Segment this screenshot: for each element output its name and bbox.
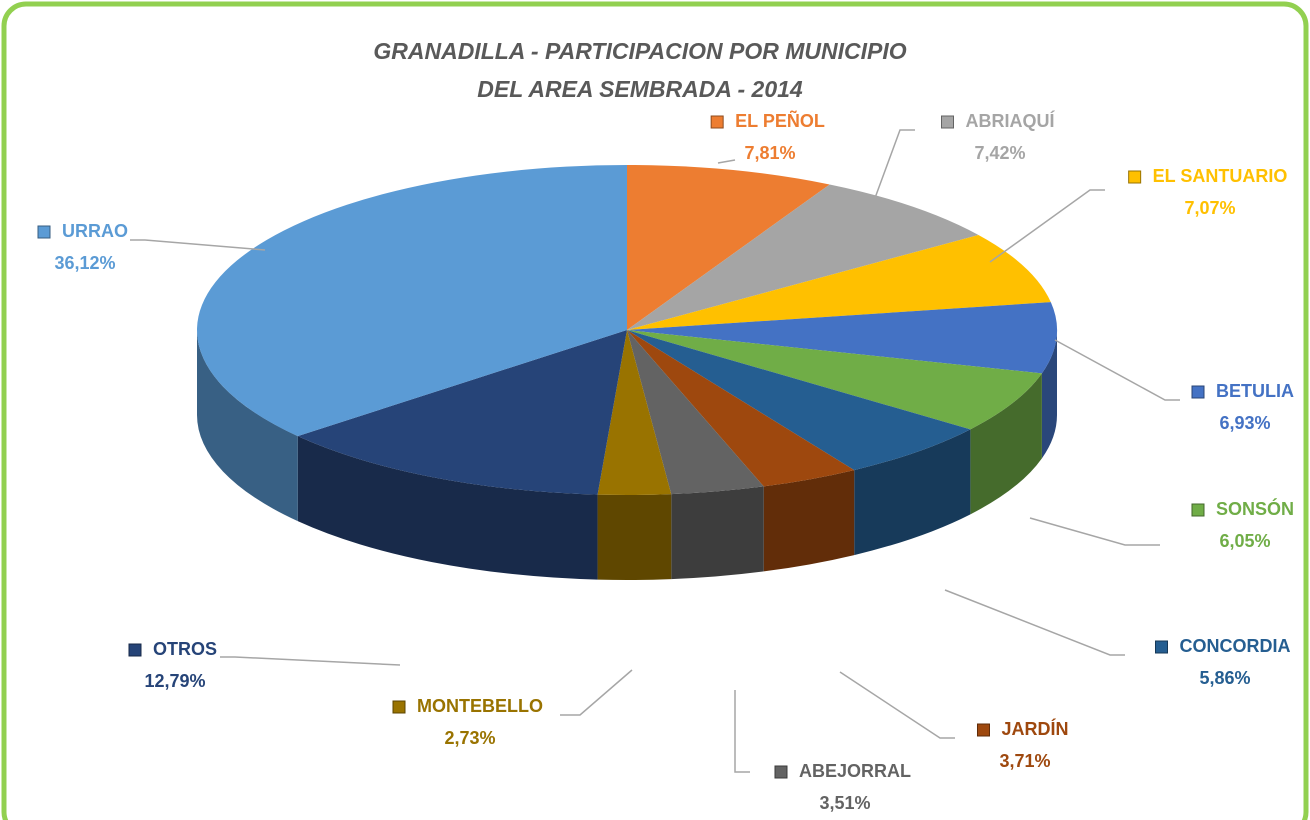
slice — [627, 330, 971, 471]
leader-line — [1054, 339, 1180, 401]
slice — [627, 234, 1051, 330]
leader-line — [560, 669, 633, 716]
leader-line — [989, 189, 1105, 263]
data-label: 3,71% — [999, 751, 1050, 771]
legend-label: SONSÓN — [1216, 498, 1294, 519]
leader-line — [130, 239, 266, 251]
data-label: 12,79% — [144, 671, 205, 691]
slice-side — [763, 470, 855, 572]
data-label: 6,93% — [1219, 413, 1270, 433]
leader-line — [839, 671, 955, 739]
legend-label: OTROS — [153, 639, 217, 659]
legend-label: ABEJORRAL — [799, 761, 911, 781]
legend-label: CONCORDIA — [1180, 636, 1291, 656]
slice-side — [197, 330, 298, 522]
legend-marker — [37, 225, 51, 239]
legend-label: MONTEBELLO — [417, 696, 543, 716]
legend-marker — [976, 723, 990, 737]
legend-label: EL PEÑOL — [735, 110, 825, 131]
legend-marker — [1191, 385, 1205, 399]
data-label: 7,42% — [974, 143, 1025, 163]
legend-label: JARDÍN — [1001, 718, 1068, 739]
chart-title: DEL AREA SEMBRADA - 2014 — [477, 76, 803, 102]
data-label: 2,73% — [444, 728, 495, 748]
slice-side — [597, 494, 672, 580]
data-label: 36,12% — [54, 253, 115, 273]
slice — [627, 330, 855, 487]
slice-side — [297, 436, 598, 580]
legend-marker — [128, 643, 142, 657]
legend-marker — [1128, 170, 1142, 184]
slice — [627, 184, 979, 330]
leader-line — [874, 129, 915, 199]
data-label: 7,81% — [744, 143, 795, 163]
legend-label: ABRIAQUÍ — [966, 110, 1056, 131]
slice — [627, 165, 830, 330]
data-label: 3,51% — [819, 793, 870, 813]
chart-title: GRANADILLA - PARTICIPACION POR MUNICIPIO — [373, 38, 906, 64]
leader-line — [220, 656, 401, 666]
leader-line — [734, 690, 750, 773]
slice — [297, 330, 627, 495]
data-label: 5,86% — [1199, 668, 1250, 688]
legend-label: EL SANTUARIO — [1153, 166, 1288, 186]
slice-side — [1041, 330, 1057, 459]
slice — [627, 330, 764, 495]
data-label: 7,07% — [1184, 198, 1235, 218]
leader-line — [1029, 517, 1160, 546]
legend-label: BETULIA — [1216, 381, 1294, 401]
legend-label: URRAO — [62, 221, 128, 241]
legend-marker — [710, 115, 724, 129]
slice — [197, 165, 628, 437]
legend-marker — [392, 700, 406, 714]
slice — [597, 330, 672, 495]
slice — [627, 302, 1057, 374]
slice-side — [854, 429, 971, 556]
legend-marker — [941, 115, 954, 129]
legend-marker — [1155, 640, 1168, 654]
data-label: 6,05% — [1219, 531, 1270, 551]
leader-line — [717, 159, 736, 164]
slice — [627, 330, 1042, 430]
leader-line — [944, 589, 1125, 656]
legend-marker — [1191, 503, 1205, 517]
slice-side — [671, 486, 764, 580]
slice-side — [970, 373, 1042, 515]
legend-marker — [774, 765, 788, 779]
